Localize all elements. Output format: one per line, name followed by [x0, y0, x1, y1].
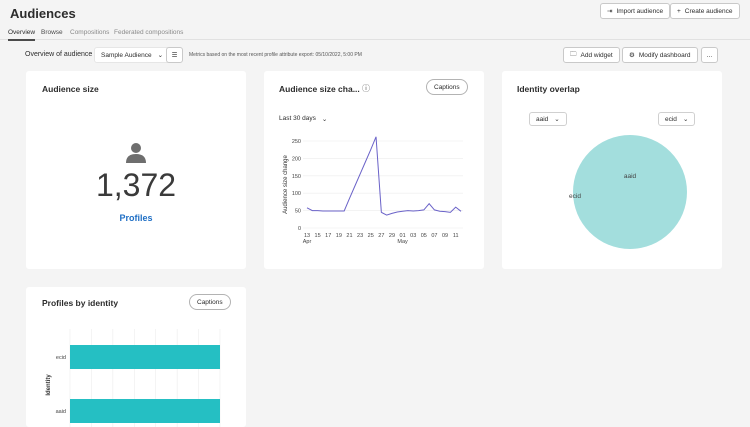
card-title: Identity overlap — [517, 84, 580, 94]
x-tick-label: 27 — [378, 233, 384, 239]
card-title: Audience size — [42, 84, 99, 94]
gear-icon: ⚙ — [629, 52, 635, 59]
tab-browse[interactable]: Browse — [41, 29, 63, 36]
page-title: Audiences — [10, 6, 76, 21]
y-axis-label: Audience size change — [283, 154, 289, 213]
profiles-by-identity-card: Profiles by identity Captions ecid aaid Id… — [26, 287, 246, 427]
x-tick-label: 29 — [389, 233, 395, 239]
audience-size-value: 1,372 — [95, 167, 177, 203]
person-icon — [126, 143, 146, 163]
bar-chart: ecid aaid Identity — [46, 329, 221, 427]
y-tick-label: 50 — [295, 209, 301, 215]
import-audience-button[interactable]: ⇥ Import audience — [600, 3, 671, 19]
x-tick-label: 13 — [304, 233, 310, 239]
category-label: ecid — [56, 355, 66, 361]
line-chart: 0 50 100 150 200 250 13 15 17 19 21 23 25 27 29 01 03 05 0… — [283, 136, 463, 245]
y-tick-label: 250 — [292, 139, 301, 145]
audience-size-change-card: Audience size cha... ⓘ Captions Last 30 … — [264, 71, 484, 269]
card-title: Audience size cha... — [279, 84, 360, 94]
y-axis-label: Identity — [46, 374, 52, 396]
more-button[interactable]: ... — [701, 47, 718, 63]
bar-ecid — [70, 345, 220, 369]
identity-overlap-card: Identity overlap aaid ⌄ ecid ⌄ aaid ecid — [502, 71, 722, 269]
venn-label-ecid: ecid — [569, 193, 581, 200]
y-tick-label: 150 — [292, 174, 301, 180]
venn-circle-aaid[interactable] — [573, 135, 687, 249]
x-tick-label: 19 — [336, 233, 342, 239]
folder-icon: 🗀 — [570, 50, 577, 58]
audience-select[interactable]: Sample Audience ⌄ — [94, 47, 171, 63]
tab-federated-compositions[interactable]: Federated compositions — [114, 29, 184, 36]
chevron-down-icon: ⌄ — [554, 116, 560, 123]
y-tick-label: 100 — [292, 191, 301, 197]
x-tick-label: 23 — [357, 233, 363, 239]
y-tick-label: 0 — [298, 226, 301, 232]
tab-compositions[interactable]: Compositions — [70, 29, 110, 36]
import-icon: ⇥ — [607, 8, 613, 15]
audience-size-card: Audience size 1,372 Profiles — [26, 71, 246, 269]
metrics-text: Metrics based on the most recent profile… — [189, 52, 362, 58]
identity-a-select[interactable]: aaid ⌄ — [529, 112, 567, 126]
x-tick-label: 07 — [431, 233, 437, 239]
bar-aaid — [70, 399, 220, 423]
create-audience-button[interactable]: + Create audience — [670, 3, 740, 19]
y-tick-label: 200 — [292, 156, 301, 162]
x-tick-label: 09 — [442, 233, 448, 239]
chevron-down-icon: ⌄ — [157, 52, 164, 59]
captions-button[interactable]: Captions — [426, 79, 468, 95]
line-series — [306, 136, 462, 216]
add-widget-button[interactable]: 🗀 Add widget — [563, 47, 620, 63]
captions-button[interactable]: Captions — [189, 294, 231, 310]
modify-dashboard-button[interactable]: ⚙ Modify dashboard — [622, 47, 698, 63]
overview-label: Overview of audience — [25, 51, 93, 58]
x-tick-label: 03 — [410, 233, 416, 239]
plus-icon: + — [677, 7, 681, 15]
chevron-down-icon: ⌄ — [682, 116, 689, 123]
list-view-button[interactable]: ☰ — [166, 47, 183, 63]
x-tick-label: 25 — [368, 233, 374, 239]
chevron-down-icon: ⌄ — [321, 116, 328, 123]
x-tick-label: 11 — [453, 233, 459, 239]
tab-overview[interactable]: Overview — [8, 29, 36, 41]
month-label: May — [397, 239, 408, 245]
category-label: aaid — [56, 409, 66, 415]
x-tick-label: 05 — [421, 233, 427, 239]
venn-diagram: aaid ecid — [569, 135, 687, 249]
month-label: Apr — [303, 239, 312, 245]
info-icon[interactable]: ⓘ — [362, 84, 370, 93]
range-select[interactable]: Last 30 days ⌄ — [279, 115, 328, 123]
tab-bar: Overview Browse Compositions Federated c… — [0, 26, 750, 41]
identity-b-select[interactable]: ecid ⌄ — [658, 112, 696, 126]
venn-label-aaid: aaid — [624, 173, 637, 180]
list-icon: ☰ — [171, 52, 178, 59]
card-title: Profiles by identity — [42, 298, 119, 308]
profiles-link[interactable]: Profiles — [119, 213, 153, 223]
x-tick-label: 15 — [315, 233, 321, 239]
x-tick-label: 17 — [325, 233, 331, 239]
x-tick-label: 21 — [346, 233, 352, 239]
x-tick-label: 01 — [400, 233, 406, 239]
